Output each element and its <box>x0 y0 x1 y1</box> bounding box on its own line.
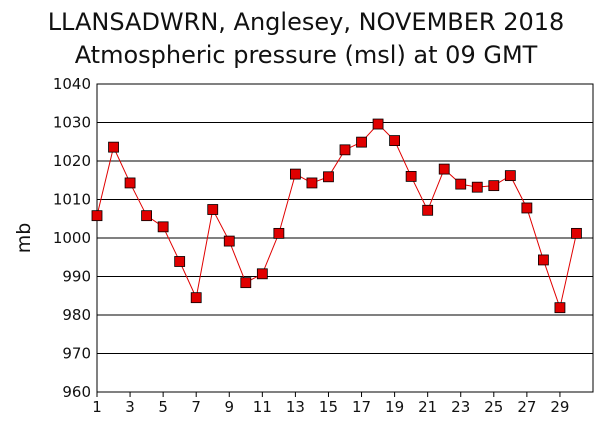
x-tick-label: 15 <box>319 398 338 416</box>
data-point <box>372 118 384 130</box>
y-tick-label: 1010 <box>53 191 91 209</box>
chart-subtitle: Atmospheric pressure (msl) at 09 GMT <box>74 41 538 69</box>
x-tick-label: 11 <box>253 398 272 416</box>
x-tick-label: 7 <box>191 398 201 416</box>
data-point <box>389 135 401 146</box>
x-tick-label: 3 <box>125 398 135 416</box>
y-tick-label: 990 <box>62 268 91 286</box>
data-point <box>91 210 103 222</box>
data-point <box>141 210 153 222</box>
y-tick-label: 960 <box>62 383 91 401</box>
x-tick-label: 25 <box>484 398 503 416</box>
data-point <box>289 168 301 180</box>
data-point <box>422 204 434 216</box>
x-tick-label: 5 <box>158 398 168 416</box>
data-point <box>455 178 467 190</box>
x-tick-label: 17 <box>352 398 371 416</box>
data-point <box>323 171 334 183</box>
y-tick-label: 1000 <box>53 229 91 247</box>
data-point <box>306 177 318 189</box>
data-point <box>124 177 136 189</box>
plot-frame <box>96 83 594 393</box>
data-point <box>273 227 285 239</box>
data-point <box>438 163 450 175</box>
x-tick-label: 27 <box>517 398 536 416</box>
x-tick-label: 23 <box>451 398 470 416</box>
data-point <box>521 202 533 214</box>
x-tick-label: 21 <box>418 398 437 416</box>
data-point <box>190 292 202 304</box>
x-tick-label: 29 <box>550 398 569 416</box>
data-point <box>554 302 566 314</box>
y-tick-label: 970 <box>62 345 91 363</box>
data-point <box>207 204 219 215</box>
data-point <box>256 268 268 280</box>
data-point <box>223 235 235 247</box>
y-tick-label: 1030 <box>53 114 91 132</box>
chart-title: LLANSADWRN, Anglesey, NOVEMBER 2018 <box>47 8 565 36</box>
data-point <box>538 254 549 266</box>
series-line <box>96 123 577 310</box>
data-point <box>174 256 186 267</box>
y-tick-label: 1020 <box>53 152 91 170</box>
y-tick-label: 1040 <box>53 75 91 93</box>
data-point <box>488 180 500 192</box>
x-tick-label: 19 <box>385 398 404 416</box>
x-tick-label: 13 <box>286 398 305 416</box>
data-point <box>504 170 516 182</box>
x-tick-label: 9 <box>224 398 234 416</box>
y-tick-label: 980 <box>62 306 91 324</box>
data-point <box>356 136 367 148</box>
data-point <box>405 170 417 182</box>
y-axis-label: mb <box>13 223 35 254</box>
data-point <box>339 144 351 156</box>
data-point <box>240 277 252 289</box>
data-point <box>471 181 483 193</box>
x-tick-label: 1 <box>92 398 102 416</box>
data-point <box>571 227 582 239</box>
data-point <box>108 141 119 153</box>
data-point <box>157 221 169 233</box>
